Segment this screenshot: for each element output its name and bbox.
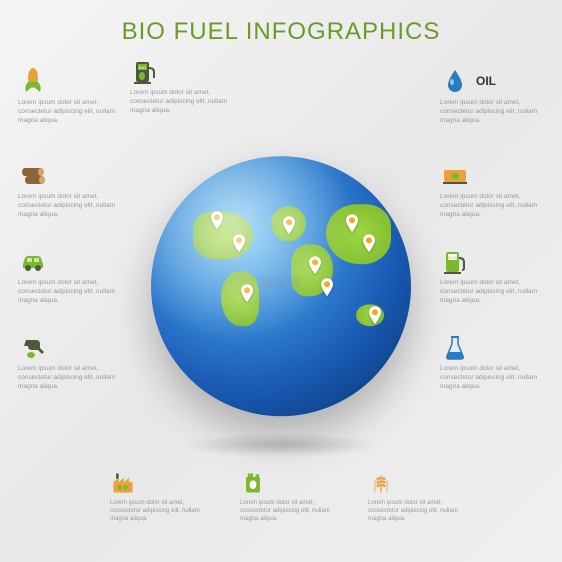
item-bio-pump: BIO Lorem ipsum dolor sit amet, consecte… — [130, 56, 235, 115]
item-oil: OIL Lorem ipsum dolor sit amet, consecte… — [440, 66, 545, 125]
wheat-icon — [368, 470, 394, 496]
factory-text: Lorem ipsum dolor sit amet, consectetur … — [110, 499, 200, 523]
flask-icon — [440, 332, 470, 362]
globe — [151, 156, 411, 416]
svg-text:BIO: BIO — [139, 65, 146, 70]
item-logs: Lorem ipsum dolor sit amet, consectetur … — [18, 160, 123, 219]
oil-label: OIL — [476, 74, 496, 88]
nozzle-icon — [18, 332, 48, 362]
item-tank: Lorem ipsum dolor sit amet, consectetur … — [440, 160, 545, 219]
item-nozzle: Lorem ipsum dolor sit amet, consectetur … — [18, 332, 123, 391]
corn-icon — [18, 66, 48, 96]
nozzle-text: Lorem ipsum dolor sit amet, consectetur … — [18, 365, 123, 391]
bio-pump-icon: BIO — [130, 56, 160, 86]
jerry-text: Lorem ipsum dolor sit amet, consectetur … — [240, 499, 330, 523]
flask-text: Lorem ipsum dolor sit amet, consectetur … — [440, 365, 545, 391]
logs-icon — [18, 160, 48, 190]
tank-icon — [440, 160, 470, 190]
corn-text: Lorem ipsum dolor sit amet, consectetur … — [18, 99, 123, 125]
item-factory: Lorem ipsum dolor sit amet, consectetur … — [110, 470, 200, 523]
eco-text: Lorem ipsum dolor sit amet, consectetur … — [440, 279, 545, 305]
item-flask: Lorem ipsum dolor sit amet, consectetur … — [440, 332, 545, 391]
logs-text: Lorem ipsum dolor sit amet, consectetur … — [18, 193, 123, 219]
wheat-text: Lorem ipsum dolor sit amet, consectetur … — [368, 499, 458, 523]
svg-text:ECO: ECO — [448, 255, 457, 260]
page-title: BIO FUEL INFOGRAPHICS — [0, 0, 562, 46]
item-eco: ECO Lorem ipsum dolor sit amet, consecte… — [440, 246, 545, 305]
item-corn: Lorem ipsum dolor sit amet, consectetur … — [18, 66, 123, 125]
oil-text: Lorem ipsum dolor sit amet, consectetur … — [440, 99, 545, 125]
item-wheat: Lorem ipsum dolor sit amet, consectetur … — [368, 470, 458, 523]
item-jerry: Lorem ipsum dolor sit amet, consectetur … — [240, 470, 330, 523]
item-car: Lorem ipsum dolor sit amet, consectetur … — [18, 246, 123, 305]
drop-icon — [440, 66, 470, 96]
car-text: Lorem ipsum dolor sit amet, consectetur … — [18, 279, 123, 305]
factory-icon — [110, 470, 136, 496]
eco-pump-icon: ECO — [440, 246, 470, 276]
jerry-icon — [240, 470, 266, 496]
bio-pump-text: Lorem ipsum dolor sit amet, consectetur … — [130, 89, 235, 115]
car-icon — [18, 246, 48, 276]
globe-shadow — [181, 433, 381, 457]
tank-text: Lorem ipsum dolor sit amet, consectetur … — [440, 193, 545, 219]
